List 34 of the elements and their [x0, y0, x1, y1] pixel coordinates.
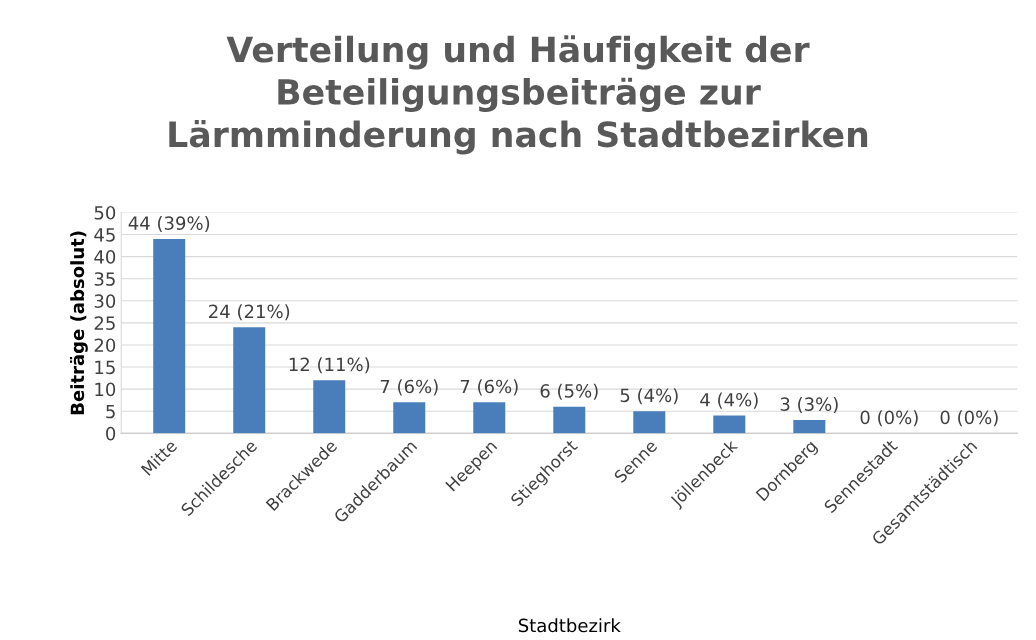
data-label: 5 (4%) [620, 388, 678, 405]
y-tick-label: 20 [94, 338, 116, 353]
data-label: 0 (0%) [940, 410, 998, 427]
x-axis-title: Stadtbezirk [518, 618, 621, 633]
y-tick-label: 30 [94, 294, 116, 308]
data-label: 4 (4%) [700, 392, 758, 409]
data-label: 6 (5%) [540, 383, 598, 400]
bar [473, 402, 506, 434]
bar [553, 406, 586, 434]
bar [233, 327, 266, 434]
data-label: 44 (39%) [128, 215, 210, 233]
data-label: 24 (21%) [209, 304, 290, 321]
bar [313, 380, 346, 434]
y-tick-label: 45 [94, 228, 115, 242]
bar [153, 238, 186, 434]
data-label: 3 (3%) [780, 397, 838, 414]
bar [393, 402, 426, 434]
y-tick-label: 40 [94, 250, 116, 264]
y-tick-label: 0 [106, 426, 116, 441]
bar [713, 415, 746, 434]
bar [793, 420, 826, 434]
data-label: 7 (6%) [460, 379, 518, 396]
y-tick-label: 25 [94, 316, 115, 330]
y-axis-title: Beiträge (absolut) [69, 231, 88, 415]
y-tick-label: 15 [95, 360, 115, 375]
y-tick-label: 5 [106, 404, 115, 419]
data-label: 7 (6%) [380, 379, 438, 396]
bar [633, 411, 666, 434]
chart-title: Verteilung und Häufigkeit der Beteiligungsbeiträge zur Lärmminderung nach Stadtbezirken [169, 35, 868, 155]
y-tick-label: 35 [94, 272, 115, 286]
y-tick-label: 10 [95, 382, 116, 397]
data-label: 12 (11%) [289, 357, 370, 374]
data-label: 0 (0%) [860, 410, 918, 427]
y-tick-label: 50 [94, 205, 116, 220]
